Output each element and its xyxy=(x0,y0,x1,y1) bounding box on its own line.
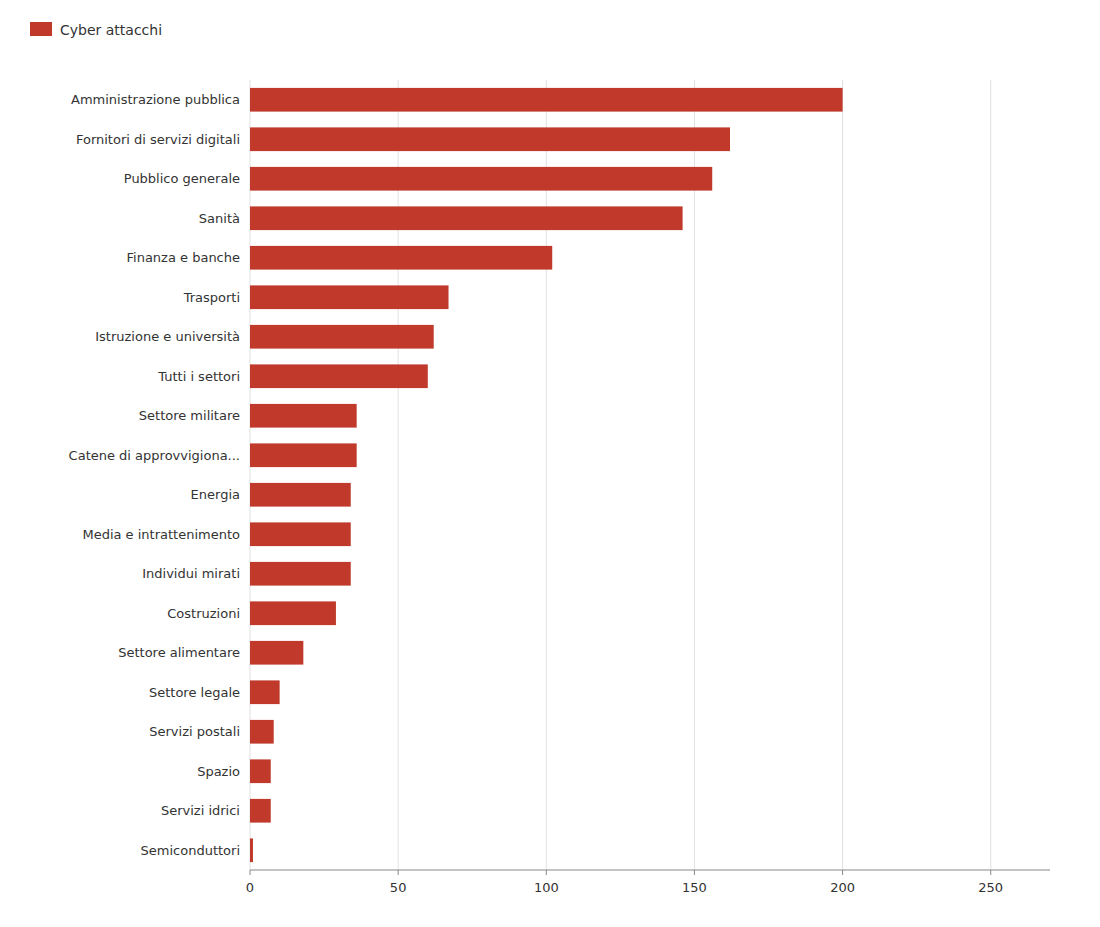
category-label: Settore alimentare xyxy=(118,645,240,660)
bar xyxy=(250,483,351,507)
category-label: Tutti i settori xyxy=(157,369,240,384)
x-tick xyxy=(250,870,251,875)
category-label: Trasporti xyxy=(183,290,240,305)
bar xyxy=(250,206,683,230)
category-label: Servizi idrici xyxy=(161,803,240,818)
x-tick-label: 50 xyxy=(390,880,407,895)
y-labels: Amministrazione pubblica Fornitori di ser… xyxy=(69,92,240,858)
bar xyxy=(250,680,280,704)
chart-svg: 0 50 100 150 200 250 Amministrazione pubblica F… xyxy=(0,0,1100,927)
category-label: Spazio xyxy=(197,764,240,779)
x-tick xyxy=(694,870,695,875)
grid-line xyxy=(546,80,547,870)
bars xyxy=(250,88,843,862)
bar xyxy=(250,325,434,349)
category-label: Sanità xyxy=(199,211,240,226)
bar xyxy=(250,88,843,112)
category-label: Costruzioni xyxy=(167,606,240,621)
category-label: Finanza e banche xyxy=(127,250,240,265)
bar xyxy=(250,127,730,151)
x-tick xyxy=(990,870,991,875)
category-label: Settore legale xyxy=(149,685,240,700)
category-label: Amministrazione pubblica xyxy=(71,92,240,107)
bar xyxy=(250,759,271,783)
category-label: Semiconduttori xyxy=(141,843,240,858)
bar xyxy=(250,562,351,586)
x-tick-label: 200 xyxy=(830,880,855,895)
category-label: Catene di approvvigiona... xyxy=(69,448,240,463)
bar xyxy=(250,838,253,862)
bar xyxy=(250,285,449,309)
chart-container: 0 50 100 150 200 250 Amministrazione pubblica F… xyxy=(0,0,1100,927)
category-label: Istruzione e università xyxy=(95,329,240,344)
x-ticks: 0 50 100 150 200 250 xyxy=(246,870,1003,895)
legend-label: Cyber attacchi xyxy=(60,22,162,38)
category-label: Pubblico generale xyxy=(124,171,240,186)
grid-line xyxy=(990,80,991,870)
bar xyxy=(250,364,428,388)
x-tick xyxy=(398,870,399,875)
bar xyxy=(250,443,357,467)
grid-line xyxy=(250,80,251,870)
bar xyxy=(250,601,336,625)
x-tick-label: 150 xyxy=(682,880,707,895)
grid-line xyxy=(842,80,843,870)
category-label: Media e intrattenimento xyxy=(82,527,240,542)
x-tick-label: 250 xyxy=(978,880,1003,895)
legend: Cyber attacchi xyxy=(30,22,162,38)
category-label: Individui mirati xyxy=(142,566,240,581)
grid-line xyxy=(694,80,695,870)
bar xyxy=(250,720,274,744)
bar xyxy=(250,167,712,191)
category-label: Settore militare xyxy=(139,408,240,423)
bar xyxy=(250,641,303,665)
grid-line xyxy=(398,80,399,870)
category-label: Servizi postali xyxy=(149,724,240,739)
x-tick xyxy=(842,870,843,875)
x-axis-line xyxy=(250,870,1050,871)
x-tick xyxy=(546,870,547,875)
x-tick-label: 100 xyxy=(534,880,559,895)
bar xyxy=(250,404,357,428)
category-label: Energia xyxy=(191,487,240,502)
bar xyxy=(250,246,552,270)
grid xyxy=(250,80,991,870)
x-tick-label: 0 xyxy=(246,880,254,895)
legend-swatch xyxy=(30,22,52,36)
category-label: Fornitori di servizi digitali xyxy=(76,132,240,147)
bar xyxy=(250,522,351,546)
bar xyxy=(250,799,271,823)
